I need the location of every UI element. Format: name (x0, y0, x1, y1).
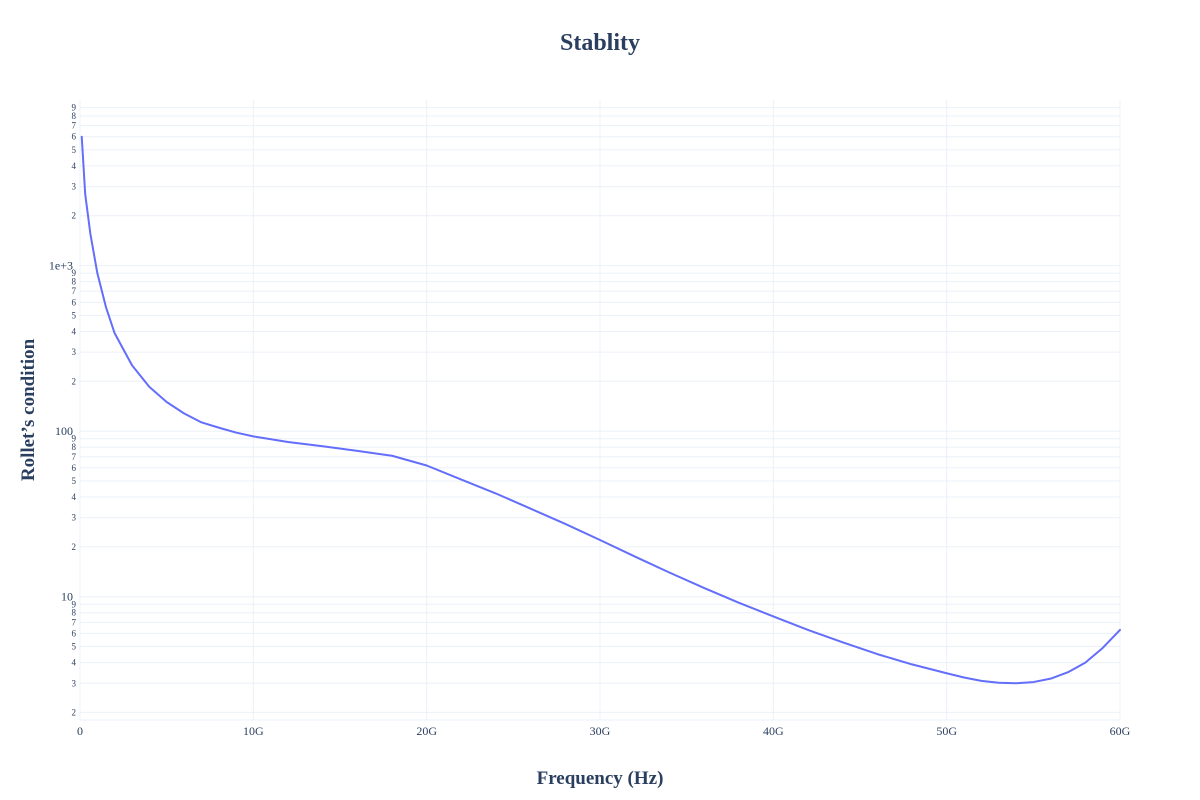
y-minor-tick-label: 3 (72, 182, 77, 192)
y-minor-tick-label: 7 (72, 452, 77, 462)
y-minor-tick-label: 8 (72, 111, 77, 121)
y-minor-tick-label: 2 (72, 376, 77, 386)
grid (79, 100, 1121, 721)
y-minor-tick-label: 9 (72, 103, 77, 113)
y-minor-tick-label: 6 (72, 463, 77, 473)
y-minor-tick-label: 6 (72, 628, 77, 638)
y-minor-tick-label: 7 (72, 617, 77, 627)
y-minor-tick-label: 4 (72, 492, 77, 502)
y-minor-tick-label: 7 (72, 286, 77, 296)
y-minor-tick-label: 7 (72, 121, 77, 131)
y-minor-tick-label: 9 (72, 599, 77, 609)
y-tick-label: 100 (55, 424, 73, 438)
y-minor-tick-label: 6 (72, 132, 77, 142)
x-tick-label: 0 (77, 724, 83, 738)
y-minor-tick-label: 8 (72, 277, 77, 287)
series-layer (80, 135, 1121, 685)
y-tick-label: 1e+3 (49, 259, 73, 273)
y-minor-tick-label: 6 (72, 297, 77, 307)
y-minor-tick-label: 8 (72, 608, 77, 618)
y-minor-tick-label: 4 (72, 161, 77, 171)
y-minor-tick-label: 8 (72, 442, 77, 452)
x-axis-title: Frequency (Hz) (537, 768, 664, 789)
x-tick-label: 40G (763, 724, 784, 738)
y-axis-title: Rollet’s condition (18, 338, 39, 481)
y-minor-tick-label: 2 (72, 707, 77, 717)
y-minor-tick-label: 5 (72, 642, 77, 652)
series-line-0 (80, 135, 1121, 685)
y-minor-tick-label: 5 (72, 310, 77, 320)
x-tick-label: 60G (1110, 724, 1131, 738)
y-minor-tick-label: 4 (72, 326, 77, 336)
y-minor-tick-label: 9 (72, 268, 77, 278)
x-tick-label: 50G (936, 724, 957, 738)
chart-title: Stablity (560, 30, 640, 56)
x-tick-label: 30G (590, 724, 611, 738)
x-tick-label: 20G (416, 724, 437, 738)
y-minor-tick-label: 3 (72, 347, 77, 357)
x-tick-label: 10G (243, 724, 264, 738)
y-minor-tick-label: 3 (72, 678, 77, 688)
y-minor-tick-label: 5 (72, 145, 77, 155)
y-minor-tick-label: 2 (72, 211, 77, 221)
y-minor-tick-label: 2 (72, 542, 77, 552)
y-minor-tick-label: 5 (72, 476, 77, 486)
y-tick-label: 10 (61, 590, 73, 604)
y-minor-tick-label: 4 (72, 658, 77, 668)
y-minor-tick-label: 3 (72, 513, 77, 523)
tick-labels: 0 10G 20G 30G 40G 50G 60G234567891023456789100… (49, 103, 1131, 738)
y-minor-tick-label: 9 (72, 434, 77, 444)
